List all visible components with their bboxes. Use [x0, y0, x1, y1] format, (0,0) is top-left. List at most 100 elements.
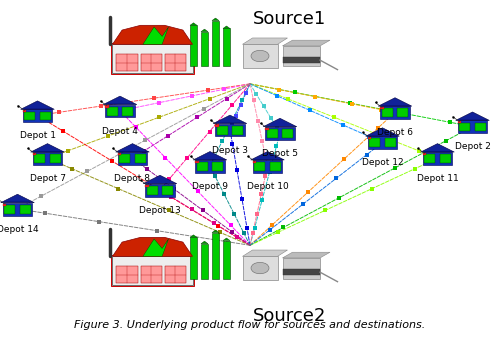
Polygon shape	[193, 151, 227, 160]
Bar	[266, 127, 294, 140]
Bar	[201, 32, 208, 66]
Circle shape	[251, 50, 269, 62]
Bar	[282, 258, 320, 279]
Bar	[424, 154, 435, 163]
Bar	[106, 106, 109, 108]
Bar	[24, 111, 35, 120]
Polygon shape	[143, 175, 177, 184]
Bar	[23, 109, 52, 122]
Text: Depot 11: Depot 11	[416, 174, 459, 183]
Bar	[190, 237, 197, 279]
Bar	[111, 43, 194, 74]
Polygon shape	[212, 18, 219, 21]
Text: Depot 10: Depot 10	[246, 182, 288, 191]
Polygon shape	[212, 230, 219, 233]
Text: Depot 14: Depot 14	[0, 225, 38, 234]
Polygon shape	[250, 151, 284, 160]
Circle shape	[251, 262, 269, 274]
Text: Depot 4: Depot 4	[102, 127, 138, 136]
Bar	[266, 128, 269, 130]
Polygon shape	[30, 143, 64, 152]
Bar	[266, 129, 278, 138]
Bar	[242, 256, 278, 280]
Bar	[118, 152, 147, 165]
Bar	[116, 54, 138, 71]
Polygon shape	[242, 250, 288, 256]
Bar	[164, 54, 186, 71]
Polygon shape	[201, 241, 208, 244]
Text: Depot 2: Depot 2	[454, 142, 490, 151]
Bar	[40, 111, 51, 120]
Bar	[380, 106, 410, 119]
Polygon shape	[190, 235, 197, 237]
Bar	[380, 107, 384, 109]
Bar	[458, 120, 487, 133]
Bar	[33, 152, 62, 165]
Text: Depot 9: Depot 9	[192, 182, 228, 191]
Bar	[140, 54, 162, 71]
Polygon shape	[456, 112, 490, 120]
Bar	[270, 162, 281, 171]
Bar	[3, 204, 6, 206]
Text: Source2: Source2	[254, 308, 326, 325]
Text: Depot 8: Depot 8	[114, 174, 150, 183]
Bar	[201, 244, 208, 279]
Bar	[196, 162, 207, 171]
Bar	[382, 108, 392, 117]
Polygon shape	[20, 101, 54, 109]
Bar	[212, 162, 224, 171]
Bar	[20, 205, 31, 214]
Bar	[253, 161, 256, 163]
Bar	[282, 57, 320, 63]
Bar	[282, 129, 294, 138]
Bar	[242, 44, 278, 68]
Bar	[282, 269, 320, 275]
Bar	[106, 105, 134, 117]
Polygon shape	[116, 143, 150, 152]
Polygon shape	[213, 115, 247, 123]
Bar	[232, 126, 243, 135]
Text: Depot 7: Depot 7	[30, 174, 66, 183]
Bar	[459, 122, 470, 131]
Bar	[458, 121, 462, 123]
Bar	[369, 138, 380, 147]
Bar	[196, 160, 224, 173]
Bar	[440, 154, 451, 163]
Bar	[253, 160, 282, 173]
Bar	[146, 186, 158, 195]
Polygon shape	[366, 128, 400, 136]
Bar	[164, 266, 186, 283]
Polygon shape	[223, 26, 230, 29]
Bar	[146, 185, 149, 187]
Bar	[34, 154, 45, 163]
Bar	[223, 29, 230, 66]
Bar	[385, 138, 396, 147]
Polygon shape	[378, 98, 412, 106]
Text: Source1: Source1	[254, 10, 326, 28]
Polygon shape	[190, 23, 197, 25]
Bar	[106, 107, 118, 116]
Polygon shape	[143, 239, 169, 256]
Polygon shape	[143, 27, 169, 44]
Bar	[50, 154, 61, 163]
Bar	[212, 21, 219, 66]
Text: Figure 3. Underlying product flow for sources and destinations.: Figure 3. Underlying product flow for so…	[74, 320, 426, 330]
Bar	[475, 122, 486, 131]
Bar	[23, 110, 26, 112]
Bar	[122, 107, 134, 116]
Polygon shape	[112, 25, 192, 44]
Bar	[223, 240, 230, 279]
Bar	[212, 233, 219, 279]
Bar	[135, 154, 146, 163]
Bar	[118, 153, 122, 155]
Bar	[423, 153, 426, 155]
Bar	[33, 153, 36, 155]
Bar	[398, 108, 408, 117]
Bar	[111, 255, 194, 286]
Bar	[216, 126, 228, 135]
Bar	[146, 184, 174, 196]
Polygon shape	[201, 29, 208, 32]
Polygon shape	[242, 38, 288, 44]
Bar	[116, 266, 138, 283]
Text: Depot 6: Depot 6	[377, 128, 413, 137]
